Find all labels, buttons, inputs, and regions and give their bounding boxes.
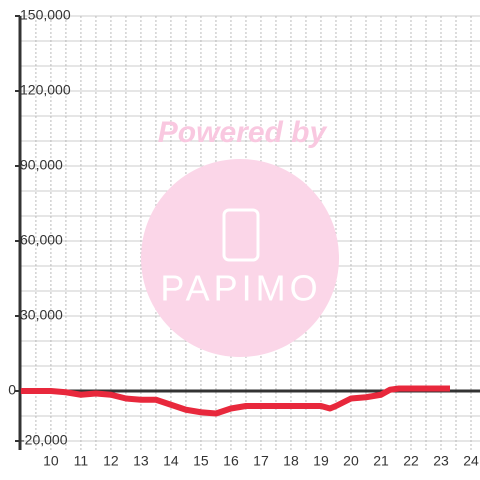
x-tick-label: 22 [403,453,419,469]
watermark-icon [222,208,260,262]
watermark: Powered by PAPIMO [141,116,339,357]
x-tick-label: 18 [283,453,299,469]
y-tick-label: 30,000 [20,307,63,323]
x-tick-label: 11 [74,453,89,469]
x-tick-label: 20 [343,453,359,469]
x-tick-label: 12 [103,453,119,469]
watermark-circle [141,159,339,357]
x-tick-label: 17 [253,453,269,469]
data-line [20,385,450,417]
x-tick-label: 15 [193,453,209,469]
x-tick-label: 16 [223,453,239,469]
x-tick-label: 24 [463,453,479,469]
x-tick-label: 13 [133,453,149,469]
y-tick-label: 90,000 [20,157,63,173]
y-tick-label: 150,000 [20,7,71,23]
x-tick-label: 19 [313,453,329,469]
x-tick-label: 10 [43,453,59,469]
y-tick-label: 60,000 [20,232,63,248]
y-tick-label: 0 [8,382,16,398]
y-tick-label: 120,000 [20,82,71,98]
watermark-logo: PAPIMO [160,268,321,309]
x-tick-label: 23 [433,453,449,469]
x-tick-label: 14 [163,453,179,469]
watermark-text: Powered by [158,116,328,149]
x-tick-label: 21 [373,453,389,469]
y-tick-label: -20,000 [20,432,68,448]
